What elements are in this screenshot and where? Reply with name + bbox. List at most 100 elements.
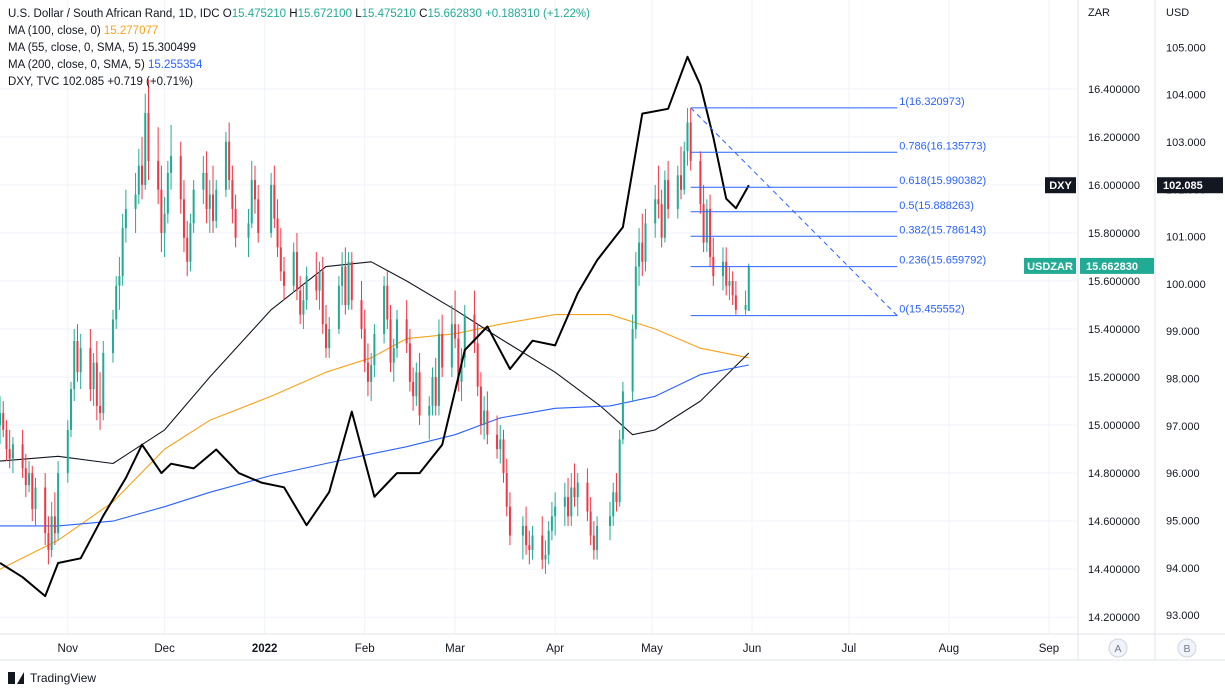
usd-tick-label: 96.000 — [1166, 468, 1200, 480]
legend-dxy-row[interactable]: DXY, TVC 102.085 +0.719 (+0.71%) — [8, 74, 590, 91]
legend-low: 15.475210 — [361, 8, 416, 20]
candle-body — [408, 343, 411, 382]
candle-body — [2, 413, 5, 430]
candle-body — [337, 285, 340, 330]
ma-line-1 — [0, 261, 750, 465]
price-tag-name-bg — [1024, 257, 1076, 274]
candle-body — [586, 482, 589, 512]
price-tag-value-bg — [1157, 177, 1223, 194]
usd-tick-label: 98.000 — [1166, 374, 1200, 386]
axis-button-a[interactable]: A — [1108, 638, 1128, 658]
axis-button-b[interactable]: B — [1177, 638, 1197, 658]
candle-body — [373, 333, 376, 366]
candle-body — [228, 141, 231, 181]
candle-body — [731, 280, 734, 296]
candle-body — [50, 516, 53, 550]
legend-ma100-row[interactable]: MA (100, close, 0) 15.277077 — [8, 23, 590, 40]
legend-ma200-value: 15.255354 — [147, 59, 203, 71]
candle-body — [328, 329, 331, 349]
candle-body — [531, 535, 534, 550]
legend-ma200-row[interactable]: MA (200, close, 0, SMA, 5) 15.255354 — [8, 57, 590, 74]
candle-body — [392, 348, 395, 363]
grid-lines — [0, 0, 1078, 634]
fibonacci-retracement[interactable]: 1(16.320973) 0.786(16.135773) 0.618(15.990… — [690, 96, 986, 317]
dxy-overlay — [0, 55, 750, 598]
price-tag-name-bg — [1045, 177, 1076, 194]
candle-body — [570, 487, 573, 517]
candle-body — [370, 365, 373, 382]
fib-level-label: 0.786(16.135773) — [899, 140, 986, 152]
candle-body — [686, 122, 689, 152]
legend-ma100-value: 15.277077 — [103, 25, 159, 37]
legend-ma100-label: MA (100, close, 0) — [8, 25, 101, 37]
usd-tick-label: 97.000 — [1166, 421, 1200, 433]
candle-body — [31, 473, 34, 510]
usd-tick-label: 94.000 — [1166, 563, 1200, 575]
fib-level-label: 0.236(15.659792) — [899, 255, 986, 267]
candle-body — [163, 213, 166, 233]
candle-body — [344, 266, 347, 305]
candle-body — [550, 516, 553, 531]
x-tick-label: Jul — [841, 643, 856, 655]
candle-body — [111, 319, 114, 354]
x-tick-label: Sep — [1039, 643, 1059, 655]
candle-body — [141, 165, 144, 185]
candle-body — [667, 180, 670, 209]
candle-body — [8, 449, 11, 459]
candle-body — [454, 324, 457, 339]
price-tag-value-bg — [1080, 257, 1154, 274]
candle-body — [57, 473, 60, 534]
candle-body — [734, 295, 737, 310]
candle-body — [676, 175, 679, 209]
candle-body — [179, 156, 182, 200]
candle-body — [121, 228, 124, 277]
x-tick-label: Nov — [58, 643, 79, 655]
candle-body — [596, 525, 599, 550]
candle-body — [483, 410, 486, 426]
x-tick-label: Jun — [743, 643, 762, 655]
candle-body — [21, 444, 24, 469]
legend-dxy-change: +0.719 (+0.71%) — [107, 76, 194, 88]
candle-body — [186, 237, 189, 262]
candle-body — [528, 545, 531, 550]
candle-body — [460, 357, 463, 382]
candle-body — [728, 280, 731, 286]
candle-body — [24, 468, 27, 486]
candle-body — [95, 362, 98, 406]
x-tick-label: Aug — [939, 643, 959, 655]
candle-body — [618, 439, 621, 502]
candle-body — [302, 300, 305, 315]
candle-body — [66, 429, 69, 474]
candle-body — [247, 223, 250, 238]
candle-body — [350, 261, 353, 301]
candle-body — [76, 341, 79, 373]
candle-body — [573, 487, 576, 498]
candle-body — [170, 156, 173, 173]
candle-body — [53, 516, 56, 534]
zar-tick-label: 14.800000 — [1088, 468, 1140, 480]
x-tick-label: Apr — [546, 643, 564, 655]
candle-body — [525, 525, 528, 546]
legend-ma55-row[interactable]: MA (55, close, 0, SMA, 5) 15.300499 — [8, 40, 590, 57]
candle-body — [395, 319, 398, 349]
candle-body — [276, 218, 279, 248]
legend-title: U.S. Dollar / South African Rand, 1D, ID… — [8, 8, 220, 20]
axes[interactable]: 16.400000 16.200000 16.000000 15.800000 15.6… — [0, 0, 1225, 661]
candle-body — [115, 285, 118, 320]
zar-tick-label: 15.600000 — [1088, 276, 1140, 288]
candle-body — [521, 525, 524, 536]
candle-body — [479, 386, 482, 426]
tradingview-branding[interactable]: TradingView — [8, 671, 96, 685]
candle-body — [502, 439, 505, 474]
candle-body — [292, 252, 295, 286]
candle-body — [415, 372, 418, 397]
legend-c-key: C — [419, 8, 428, 20]
legend-dxy-label: DXY, TVC — [8, 76, 60, 88]
candle-body — [683, 151, 686, 190]
candle-body — [299, 290, 302, 315]
candle-body — [208, 194, 211, 209]
legend-l-key: L — [355, 8, 362, 20]
candle-body — [386, 285, 389, 320]
fib-level-label: 1(16.320973) — [899, 96, 964, 108]
